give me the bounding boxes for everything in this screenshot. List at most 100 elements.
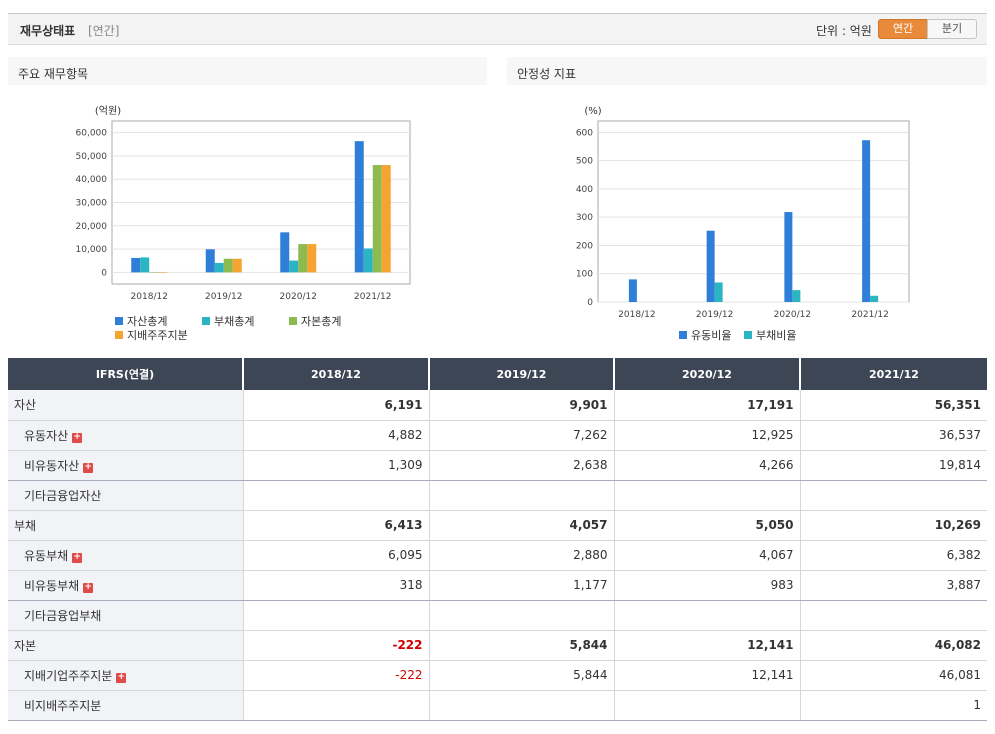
cell-other-financial-assets-2021/12 bbox=[800, 480, 987, 511]
st-legend-label[interactable]: 유동비율 bbox=[691, 329, 731, 342]
cell-non-current-assets-2018/12: 1,309 bbox=[243, 450, 430, 481]
cell-non-controlling-equity-2018/12 bbox=[243, 690, 430, 721]
cell-current-liabilities-2020/12: 4,067 bbox=[614, 540, 801, 571]
statement-header: 재무상태표 [연간] 단위 : 억원 연간 분기 bbox=[8, 13, 987, 45]
st-legend-label[interactable]: 부채비율 bbox=[756, 329, 796, 342]
cell-non-current-liabilities-2021/12: 3,887 bbox=[800, 570, 987, 601]
expand-plus-icon[interactable]: + bbox=[116, 671, 127, 683]
table-row-non-current-assets: 비유동자산 +1,309 2,638 4,266 19,814 bbox=[8, 450, 987, 481]
expand-plus-icon[interactable]: + bbox=[83, 461, 94, 473]
cell-equity-2020/12: 12,141 bbox=[614, 630, 801, 661]
key-financials-chart-area: (억원) 0 10,000 20,000 30,000 40,000 50,000 60,00… bbox=[8, 85, 487, 355]
key-financials-title: 주요 재무항목 bbox=[18, 67, 89, 81]
statement-title: 재무상태표 bbox=[20, 24, 76, 38]
cell-assets-2021/12: 56,351 bbox=[800, 390, 987, 421]
row-label-text: 자산 bbox=[14, 398, 37, 413]
kf-bar-자본총계-2021/12 bbox=[372, 165, 382, 273]
row-label-other-financial-assets: 기타금융업자산 bbox=[8, 480, 244, 511]
st-bar-부채비율-2019/12 bbox=[714, 282, 723, 302]
st-ytick-label: 600 bbox=[576, 128, 593, 138]
kf-xtick-label: 2018/12 bbox=[131, 292, 168, 302]
cell-non-controlling-equity-2021/12: 1 bbox=[800, 690, 987, 721]
row-label-equity: 자본 bbox=[8, 630, 244, 661]
st-xtick-label: 2020/12 bbox=[774, 310, 811, 320]
kf-bar-자산총계-2020/12 bbox=[280, 232, 290, 273]
kf-legend-label[interactable]: 자산총계 bbox=[127, 315, 167, 328]
stability-title: 안정성 지표 bbox=[517, 67, 577, 81]
st-ytick-label: 200 bbox=[576, 241, 593, 251]
row-label-current-liabilities: 유동부채 + bbox=[8, 540, 244, 571]
kf-bar-자산총계-2019/12 bbox=[205, 249, 215, 273]
row-label-text: 유동자산 bbox=[24, 428, 69, 443]
row-label-text: 유동부채 bbox=[24, 548, 69, 563]
cell-current-assets-2019/12: 7,262 bbox=[429, 420, 615, 451]
row-label-assets: 자산 bbox=[8, 390, 244, 421]
cell-non-current-liabilities-2020/12: 983 bbox=[614, 570, 801, 601]
header-2020: 2020/12 bbox=[614, 358, 801, 390]
kf-ytick-label: 40,000 bbox=[76, 175, 108, 185]
cell-other-financial-liabilities-2020/12 bbox=[614, 600, 801, 631]
expand-plus-icon[interactable]: + bbox=[83, 581, 94, 593]
row-label-text: 기타금융업자산 bbox=[24, 488, 102, 503]
cell-equity-2018/12: -222 bbox=[243, 630, 430, 661]
kf-legend-label[interactable]: 부채총계 bbox=[214, 315, 254, 328]
cell-liabilities-2020/12: 5,050 bbox=[614, 510, 801, 541]
cell-non-current-assets-2020/12: 4,266 bbox=[614, 450, 801, 481]
st-ytick-label: 0 bbox=[587, 298, 593, 308]
kf-ylabel: (억원) bbox=[95, 105, 121, 117]
st-bar-유동비율-2018/12 bbox=[628, 279, 637, 302]
cell-liabilities-2021/12: 10,269 bbox=[800, 510, 987, 541]
cell-current-assets-2020/12: 12,925 bbox=[614, 420, 801, 451]
cell-current-liabilities-2021/12: 6,382 bbox=[800, 540, 987, 571]
kf-bar-부채총계-2018/12 bbox=[140, 257, 150, 273]
kf-xtick-label: 2020/12 bbox=[280, 292, 317, 302]
kf-ytick-label: 50,000 bbox=[76, 152, 108, 162]
st-bar-유동비율-2019/12 bbox=[706, 230, 715, 302]
expand-plus-icon[interactable]: + bbox=[72, 551, 83, 563]
row-label-current-assets: 유동자산 + bbox=[8, 420, 244, 451]
cell-current-liabilities-2019/12: 2,880 bbox=[429, 540, 615, 571]
cell-other-financial-liabilities-2019/12 bbox=[429, 600, 615, 631]
cell-other-financial-assets-2018/12 bbox=[243, 480, 430, 511]
kf-bar-자산총계-2021/12 bbox=[354, 141, 364, 273]
table-row-other-financial-assets: 기타금융업자산 bbox=[8, 480, 987, 511]
cell-other-financial-liabilities-2018/12 bbox=[243, 600, 430, 631]
table-row-liabilities: 부채 6,413 4,057 5,050 10,269 bbox=[8, 510, 987, 541]
kf-bar-부채총계-2021/12 bbox=[363, 248, 373, 273]
cell-assets-2019/12: 9,901 bbox=[429, 390, 615, 421]
st-ytick-label: 400 bbox=[576, 185, 593, 195]
st-xtick-label: 2018/12 bbox=[618, 310, 655, 320]
row-label-non-current-assets: 비유동자산 + bbox=[8, 450, 244, 481]
table-row-other-financial-liabilities: 기타금융업부채 bbox=[8, 600, 987, 631]
cell-non-current-liabilities-2018/12: 318 bbox=[243, 570, 430, 601]
kf-bar-지배주주지분-2021/12 bbox=[381, 165, 391, 273]
table-row-equity: 자본 -222 5,844 12,141 46,082 bbox=[8, 630, 987, 661]
st-ytick-label: 100 bbox=[576, 270, 593, 280]
kf-legend-swatch bbox=[115, 317, 123, 325]
expand-plus-icon[interactable]: + bbox=[72, 431, 83, 443]
row-label-text: 부채 bbox=[14, 518, 37, 533]
stability-panel: 안정성 지표 (%) 0 100 200 300 400 500 600 2018/12 2019… bbox=[507, 57, 987, 355]
table-row-current-liabilities: 유동부채 +6,095 2,880 4,067 6,382 bbox=[8, 540, 987, 571]
annual-toggle-button[interactable]: 연간 bbox=[878, 19, 928, 39]
st-legend-swatch bbox=[679, 331, 687, 339]
kf-legend-swatch bbox=[289, 317, 297, 325]
kf-bar-지배주주지분-2019/12 bbox=[232, 258, 242, 273]
header-2021: 2021/12 bbox=[800, 358, 987, 390]
kf-legend-swatch bbox=[202, 317, 210, 325]
quarterly-toggle-button[interactable]: 분기 bbox=[927, 19, 977, 39]
kf-bar-자본총계-2020/12 bbox=[298, 244, 308, 273]
kf-legend-label[interactable]: 지배주주지분 bbox=[127, 329, 188, 342]
st-bar-부채비율-2021/12 bbox=[870, 295, 879, 302]
row-label-text: 비유동자산 bbox=[24, 458, 80, 473]
kf-legend-label[interactable]: 자본총계 bbox=[301, 315, 341, 328]
kf-ytick-label: 20,000 bbox=[76, 222, 108, 232]
cell-other-financial-liabilities-2021/12 bbox=[800, 600, 987, 631]
st-plot-frame bbox=[597, 120, 910, 303]
cell-equity-2021/12: 46,082 bbox=[800, 630, 987, 661]
cell-equity-2019/12: 5,844 bbox=[429, 630, 615, 661]
row-label-text: 자본 bbox=[14, 638, 37, 653]
unit-label: 단위 : 억원 bbox=[816, 24, 872, 38]
kf-legend-swatch bbox=[115, 331, 123, 339]
row-label-non-controlling-equity: 비지배주주지분 bbox=[8, 690, 244, 721]
